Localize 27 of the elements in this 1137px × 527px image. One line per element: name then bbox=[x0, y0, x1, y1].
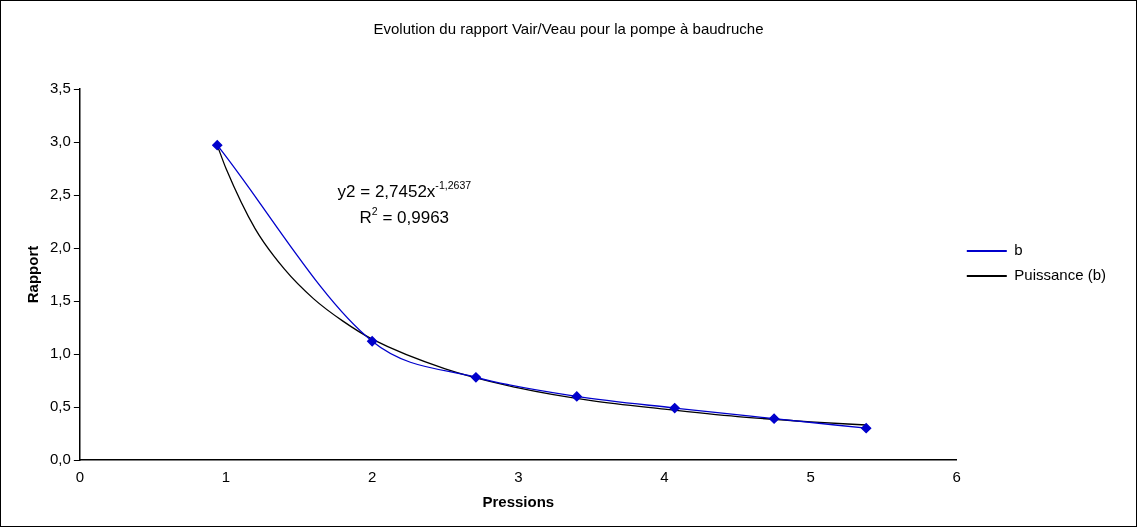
y-axis-title: Rapport bbox=[24, 245, 42, 304]
x-tick-label: 6 bbox=[952, 468, 961, 486]
legend-label: b bbox=[1014, 241, 1023, 259]
point bbox=[861, 423, 872, 434]
x-tick-label: 1 bbox=[221, 468, 231, 486]
y-tick-label: 2,0 bbox=[49, 238, 71, 256]
y-tick-label: 0,0 bbox=[49, 450, 71, 468]
y-tick-label: 1,0 bbox=[49, 344, 71, 362]
point bbox=[470, 372, 482, 383]
point bbox=[212, 140, 223, 151]
point bbox=[669, 402, 680, 414]
y-tick-label: 1,5 bbox=[49, 291, 71, 309]
x-tick-label: 4 bbox=[660, 468, 669, 486]
y-tick-label: 3,5 bbox=[49, 79, 71, 97]
x-tick-label: 3 bbox=[514, 468, 523, 486]
y-tick-label: 3,0 bbox=[49, 132, 71, 150]
x-tick-label: 2 bbox=[367, 468, 377, 486]
x-axis-title: Pressions bbox=[482, 493, 555, 511]
chart-title: Evolution du rapport Vair/Veau pour la pompe à baudruche bbox=[373, 20, 764, 38]
y-tick-label: 0,5 bbox=[49, 397, 71, 415]
x-tick-label: 5 bbox=[806, 468, 815, 486]
x-tick-label: 0 bbox=[75, 468, 85, 486]
point bbox=[768, 413, 780, 424]
point bbox=[367, 336, 378, 347]
point bbox=[571, 391, 582, 402]
legend-label: Puissance (b) bbox=[1014, 266, 1107, 284]
y-tick-label: 2,5 bbox=[49, 185, 71, 203]
